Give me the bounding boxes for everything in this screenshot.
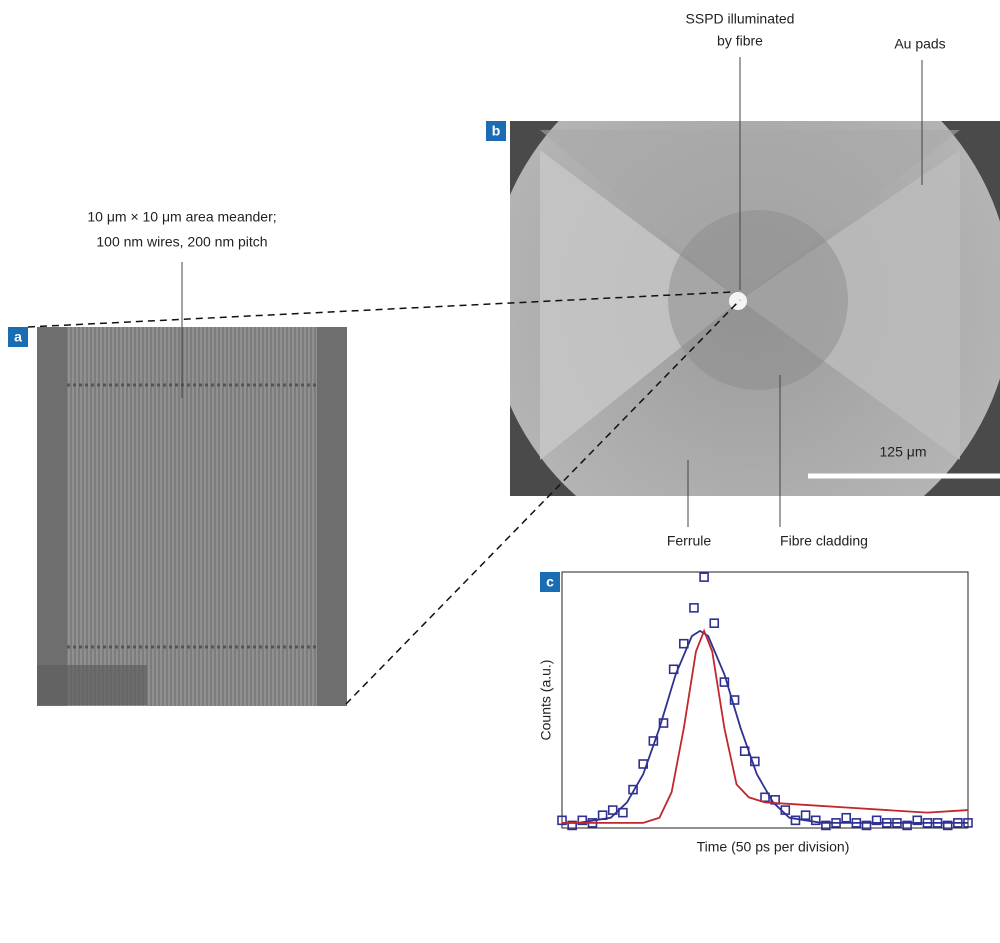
scale-bar-label: 125 μm — [880, 444, 927, 460]
data-point — [802, 811, 810, 819]
panel-label: c — [546, 574, 554, 590]
data-point — [690, 604, 698, 612]
panel-label: b — [492, 123, 501, 139]
callout: Fibre cladding — [780, 533, 868, 549]
micrograph — [488, 38, 1000, 562]
scale-bar-label: 5 μm — [278, 738, 309, 754]
figure: a 5 μm 10 μm × 10 μm area meander; 100 n… — [0, 0, 1000, 938]
callout: Ferrule — [667, 533, 712, 549]
callout: Au pads — [894, 36, 945, 52]
data-point — [700, 573, 708, 581]
panel-label: a — [14, 329, 22, 345]
data-point — [842, 814, 850, 822]
data-point — [710, 619, 718, 627]
shadow — [37, 665, 147, 705]
annotation: 10 μm × 10 μm area meander; — [87, 209, 276, 225]
callout: SSPD illuminated — [686, 11, 795, 27]
x-axis-label: Time (50 ps per division) — [697, 839, 850, 855]
annotation: 100 nm wires, 200 nm pitch — [96, 234, 267, 250]
callout: by fibre — [717, 33, 763, 49]
y-axis-label: Counts (a.u.) — [538, 660, 554, 741]
